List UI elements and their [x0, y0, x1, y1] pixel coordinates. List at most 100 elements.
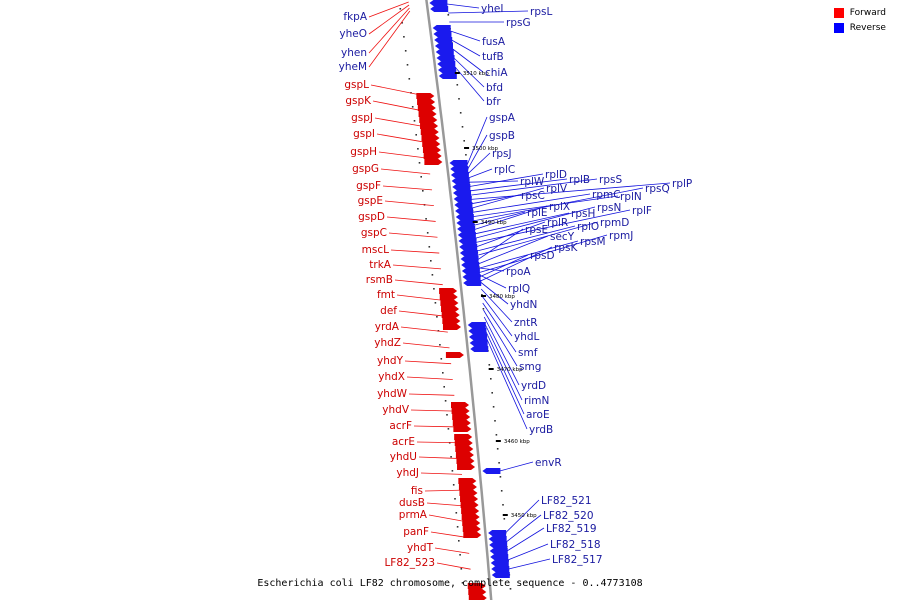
reverse-feature[interactable] — [437, 61, 456, 67]
gene-label-rpln[interactable]: rplN — [620, 191, 642, 203]
gene-label-fmt[interactable]: fmt — [377, 289, 395, 301]
gene-label-rpoa[interactable]: rpoA — [506, 266, 531, 278]
gene-label-bfd[interactable]: bfd — [486, 82, 503, 94]
gene-label-yhdy[interactable]: yhdY — [377, 355, 404, 367]
gene-label-yhdv[interactable]: yhdV — [382, 404, 410, 416]
gene-label-lf82-517[interactable]: LF82_517 — [552, 554, 603, 566]
reverse-feature[interactable] — [438, 67, 457, 73]
gene-label-panf[interactable]: panF — [403, 526, 429, 538]
gene-label-rpsk[interactable]: rpsK — [554, 242, 578, 254]
gene-label-smg[interactable]: smg — [519, 361, 541, 373]
forward-feature[interactable] — [420, 129, 439, 135]
forward-feature[interactable] — [459, 490, 478, 496]
gene-label-rpsh[interactable]: rpsH — [571, 208, 595, 220]
gene-label-zntr[interactable]: zntR — [514, 317, 538, 329]
reverse-feature[interactable] — [452, 184, 471, 190]
forward-feature[interactable] — [468, 589, 487, 595]
gene-label-lf82-519[interactable]: LF82_519 — [546, 523, 597, 535]
reverse-feature[interactable] — [467, 322, 486, 328]
reverse-feature[interactable] — [454, 202, 473, 208]
gene-label-gspk[interactable]: gspK — [345, 95, 372, 107]
gene-label-rplo[interactable]: rplO — [577, 221, 599, 233]
gene-label-lf82-520[interactable]: LF82_520 — [543, 510, 594, 522]
gene-label-gspj[interactable]: gspJ — [351, 112, 373, 124]
reverse-feature[interactable] — [458, 238, 477, 244]
reverse-feature[interactable] — [435, 49, 454, 55]
forward-feature[interactable] — [422, 147, 441, 153]
reverse-feature[interactable] — [453, 196, 472, 202]
forward-feature[interactable] — [458, 484, 477, 490]
forward-feature[interactable] — [454, 434, 473, 440]
gene-label-rsmb[interactable]: rsmB — [366, 274, 393, 286]
reverse-feature[interactable] — [460, 256, 479, 262]
reverse-feature[interactable] — [438, 73, 457, 79]
gene-label-rpsq[interactable]: rpsQ — [645, 183, 670, 195]
gene-label-yhdz[interactable]: yhdZ — [374, 337, 401, 349]
gene-label-rplp[interactable]: rplP — [672, 178, 692, 190]
gene-label-envr[interactable]: envR — [535, 457, 562, 469]
gene-label-acre[interactable]: acrE — [392, 436, 415, 448]
gene-label-yhdn[interactable]: yhdN — [510, 299, 537, 311]
legend-forward[interactable]: Forward — [833, 8, 886, 18]
legend-reverse[interactable]: Reverse — [833, 23, 886, 33]
gene-label-aroe[interactable]: aroE — [526, 409, 550, 421]
reverse-feature[interactable] — [468, 328, 487, 334]
gene-label-rpsg[interactable]: rpsG — [506, 17, 531, 29]
reverse-feature[interactable] — [482, 468, 501, 474]
gene-label-rplw[interactable]: rplW — [520, 176, 545, 188]
forward-feature[interactable] — [463, 532, 482, 538]
forward-feature[interactable] — [452, 420, 471, 426]
reverse-feature[interactable] — [491, 572, 510, 578]
forward-feature[interactable] — [416, 93, 435, 99]
reverse-feature[interactable] — [463, 280, 482, 286]
gene-label-rplv[interactable]: rplV — [546, 183, 568, 195]
reverse-feature[interactable] — [449, 160, 468, 166]
forward-feature[interactable] — [424, 159, 443, 165]
forward-feature[interactable] — [454, 440, 473, 446]
gene-label-gspc[interactable]: gspC — [361, 227, 387, 239]
reverse-feature[interactable] — [455, 208, 474, 214]
gene-label-gspd[interactable]: gspD — [358, 211, 385, 223]
forward-feature[interactable] — [461, 508, 480, 514]
forward-feature[interactable] — [457, 464, 476, 470]
reverse-feature[interactable] — [470, 346, 489, 352]
gene-label-smf[interactable]: smf — [518, 347, 538, 359]
gene-label-fusa[interactable]: fusA — [482, 36, 506, 48]
reverse-feature[interactable] — [457, 226, 476, 232]
reverse-feature[interactable] — [469, 340, 488, 346]
reverse-feature[interactable] — [450, 166, 469, 172]
gene-label-gspe[interactable]: gspE — [358, 195, 383, 207]
gene-label-tufb[interactable]: tufB — [482, 51, 504, 63]
gene-label-rpsn[interactable]: rpsN — [597, 202, 621, 214]
gene-label-rpsm[interactable]: rpsM — [580, 236, 606, 248]
forward-feature[interactable] — [441, 306, 460, 312]
gene-label-secy[interactable]: secY — [550, 231, 575, 243]
forward-feature[interactable] — [462, 520, 481, 526]
forward-feature[interactable] — [419, 117, 438, 123]
forward-feature[interactable] — [439, 294, 458, 300]
gene-label-bfr[interactable]: bfr — [486, 96, 501, 108]
gene-label-prma[interactable]: prmA — [399, 509, 428, 521]
reverse-feature[interactable] — [450, 172, 469, 178]
gene-label-yhdu[interactable]: yhdU — [390, 451, 417, 463]
reverse-feature[interactable] — [453, 190, 472, 196]
gene-label-rpmc[interactable]: rpmC — [592, 189, 621, 201]
gene-label-lf82-518[interactable]: LF82_518 — [550, 539, 601, 551]
reverse-feature[interactable] — [456, 220, 475, 226]
gene-label-gspi[interactable]: gspI — [353, 128, 375, 140]
gene-label-yheo[interactable]: yheO — [339, 28, 367, 40]
gene-label-rpsc[interactable]: rpsC — [521, 190, 545, 202]
forward-feature[interactable] — [461, 514, 480, 520]
gene-label-yrdd[interactable]: yrdD — [521, 380, 546, 392]
forward-feature[interactable] — [453, 426, 472, 432]
forward-feature[interactable] — [445, 352, 464, 358]
forward-feature[interactable] — [418, 111, 437, 117]
gene-label-mscl[interactable]: mscL — [362, 244, 389, 256]
gene-label-rple[interactable]: rplE — [527, 207, 548, 219]
forward-feature[interactable] — [460, 496, 479, 502]
forward-feature[interactable] — [423, 153, 442, 159]
gene-label-rplq[interactable]: rplQ — [508, 283, 530, 295]
gene-label-dusb[interactable]: dusB — [399, 497, 425, 509]
forward-feature[interactable] — [455, 452, 474, 458]
gene-label-rplc[interactable]: rplC — [494, 164, 515, 176]
